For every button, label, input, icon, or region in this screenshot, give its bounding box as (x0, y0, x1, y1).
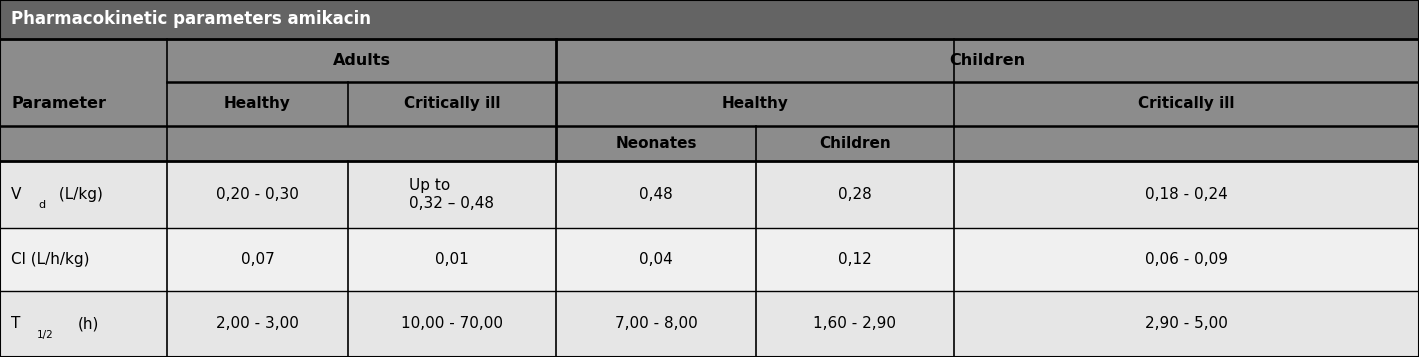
Bar (167, 126, 348, 161)
Text: 0,06 - 0,09: 0,06 - 0,09 (1145, 252, 1227, 267)
Bar (0, 291, 1419, 357)
Bar (0, 82, 167, 126)
Text: Children: Children (949, 53, 1026, 68)
Bar (0, 126, 167, 161)
Text: (L/kg): (L/kg) (54, 187, 102, 202)
Text: 0,07: 0,07 (241, 252, 274, 267)
Text: 10,00 - 70,00: 10,00 - 70,00 (402, 316, 502, 332)
Text: 0,01: 0,01 (436, 252, 468, 267)
Text: Children: Children (819, 136, 891, 151)
Text: Healthy: Healthy (721, 96, 789, 111)
Bar (348, 82, 556, 126)
Text: 0,20 - 0,30: 0,20 - 0,30 (216, 187, 299, 202)
Bar (348, 126, 556, 161)
Bar (556, 82, 954, 126)
Text: Healthy: Healthy (224, 96, 291, 111)
Text: Adults: Adults (333, 53, 390, 68)
Text: 0,28: 0,28 (839, 187, 871, 202)
Bar (167, 82, 348, 126)
Text: (h): (h) (78, 316, 99, 332)
Bar (954, 82, 1419, 126)
Bar (556, 126, 756, 161)
Text: 0,48: 0,48 (640, 187, 673, 202)
Text: 7,00 - 8,00: 7,00 - 8,00 (614, 316, 698, 332)
Bar (0, 161, 1419, 228)
Bar (167, 39, 556, 82)
Bar (0, 228, 1419, 291)
Bar (556, 39, 1419, 82)
Text: Neonates: Neonates (616, 136, 697, 151)
Bar (756, 126, 954, 161)
Text: Critically ill: Critically ill (1138, 96, 1235, 111)
Text: 0,12: 0,12 (839, 252, 871, 267)
Bar (0, 39, 167, 82)
Text: Critically ill: Critically ill (403, 96, 501, 111)
Text: 0,04: 0,04 (640, 252, 673, 267)
Text: Pharmacokinetic parameters amikacin: Pharmacokinetic parameters amikacin (11, 10, 372, 28)
Text: T: T (11, 316, 21, 332)
Text: 2,90 - 5,00: 2,90 - 5,00 (1145, 316, 1227, 332)
Text: d: d (38, 200, 45, 210)
Text: 2,00 - 3,00: 2,00 - 3,00 (216, 316, 299, 332)
Bar (954, 126, 1419, 161)
Text: 1,60 - 2,90: 1,60 - 2,90 (813, 316, 897, 332)
Text: V: V (11, 187, 21, 202)
Text: Up to
0,32 – 0,48: Up to 0,32 – 0,48 (410, 178, 494, 211)
Text: Parameter: Parameter (11, 96, 106, 111)
Text: 0,18 - 0,24: 0,18 - 0,24 (1145, 187, 1227, 202)
Bar (0, 0, 1419, 39)
Text: 1/2: 1/2 (37, 330, 54, 340)
Text: Cl (L/h/kg): Cl (L/h/kg) (11, 252, 89, 267)
